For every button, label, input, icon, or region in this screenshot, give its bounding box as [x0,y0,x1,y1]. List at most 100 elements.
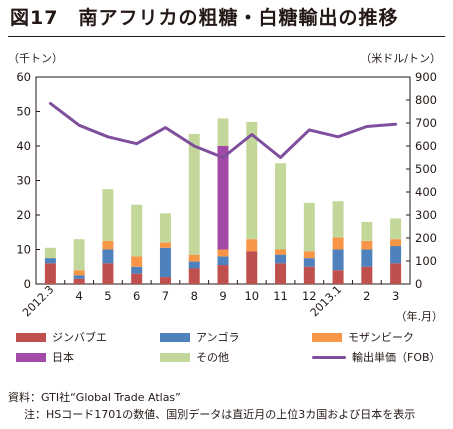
bar-segment [188,254,200,262]
x-axis-tick-label: 7 [162,289,169,303]
left-axis-tick-label: 20 [16,208,31,222]
chart-title: 図17 南アフリカの粗糖・白糖輸出の推移 [10,7,399,29]
bar-segment [246,239,258,252]
source-text: 資料：GTI社“Global Trade Atlas” [8,391,181,404]
bar-segment [217,146,229,250]
bar-segment [73,275,85,279]
right-axis-tick-label: 0 [415,277,422,291]
x-axis-tick-label: 3 [392,289,399,303]
bar-segment [332,270,344,284]
bar-segment [275,254,287,264]
legend-color-swatch [312,332,342,342]
legend-label: ジンバブエ [52,331,107,344]
legend-label: 日本 [52,351,74,364]
left-axis-tick-label: 30 [16,174,31,188]
bar-segment [102,263,114,284]
bar-segment [361,249,373,267]
bar-segment [159,213,171,243]
bar-segment [217,118,229,146]
right-axis-unit: （米ドル/トン） [360,52,441,65]
bar-segment [131,256,143,267]
legend-color-swatch [16,332,46,342]
bar-segment [303,266,315,284]
bar-segment [390,263,402,284]
bar-segment [188,133,200,255]
left-axis-tick-label: 10 [16,243,31,257]
right-axis-tick-label: 300 [415,208,437,222]
right-axis-tick-label: 400 [415,185,437,199]
right-axis-tick-label: 200 [415,231,437,245]
bar-segment [390,218,402,240]
x-axis-label: （年.月） [396,309,444,323]
x-axis-tick-label: 4 [75,289,82,303]
bar-segment [131,266,143,274]
bar-segment [73,239,85,271]
legend-item: 日本 [16,348,74,366]
bar-segment [159,247,171,278]
right-axis-tick-label: 900 [415,70,437,84]
bar-segment [102,189,114,241]
note-text: 注：HSコード1701の数値、国別データは直近月の上位3カ国および日本を表示 [24,408,416,421]
bar-segment [159,242,171,248]
legend-label: アンゴラ [196,331,240,344]
legend-label: 輸出単価（FOB） [352,351,441,364]
left-axis-tick-label: 60 [16,70,31,84]
bar-segment [246,251,258,284]
x-axis-tick-label: 11 [273,289,288,303]
bar-segment [361,266,373,284]
bar-segment [246,121,258,240]
title-underline [8,36,445,37]
x-axis-tick-label: 6 [133,289,140,303]
bar-segment [332,237,344,250]
right-axis-tick-label: 800 [415,93,437,107]
left-axis-tick-label: 40 [16,139,31,153]
bar-segment [188,261,200,269]
chart-plot: 0102030405060010020030040050060070080090… [16,70,444,323]
x-axis-tick-label: 12 [302,289,317,303]
bar-segment [217,249,229,257]
bar-segment [361,221,373,241]
legend-item: モザンビーク [312,328,414,346]
x-axis-tick-label: 2 [363,289,370,303]
legend-color-swatch [16,352,46,362]
legend-item: 輸出単価（FOB） [312,348,441,366]
legend-line-swatch [312,355,346,359]
x-axis-tick-label: 10 [244,289,259,303]
x-axis-tick-label: 5 [104,289,111,303]
bar-segment [44,258,56,264]
right-axis-tick-label: 600 [415,139,437,153]
right-axis-tick-label: 100 [415,254,437,268]
left-axis-tick-label: 0 [24,277,31,291]
bar-segment [361,240,373,250]
bar-segment [303,258,315,267]
bar-segment [332,249,344,271]
chart-legend: ジンバブエ アンゴラ モザンビーク日本 その他 輸出単価（FOB） [16,328,446,388]
legend-color-swatch [160,332,190,342]
bar-segment [303,202,315,252]
legend-item: ジンバブエ [16,328,107,346]
bar-segment [303,251,315,259]
legend-item: その他 [160,348,229,366]
bar-segment [102,240,114,250]
legend-item: アンゴラ [160,328,240,346]
bar-segment [73,278,85,284]
bar-segment [275,163,287,250]
bar-segment [131,204,143,257]
right-axis-tick-label: 700 [415,116,437,130]
bar-segment [159,277,171,284]
bar-segment [102,249,114,264]
bar-segment [275,263,287,284]
legend-color-swatch [160,352,190,362]
bar-segment [44,247,56,259]
bar-segment [131,273,143,284]
left-axis-unit: （千トン） [8,52,63,65]
right-axis-tick-label: 500 [415,162,437,176]
bar-segment [390,239,402,247]
bar-segment [73,270,85,276]
bar-segment [275,249,287,255]
legend-label: モザンビーク [348,331,414,344]
bar-segment [217,256,229,266]
legend-label: その他 [196,351,229,364]
bar-segment [390,246,402,264]
bar-segment [332,201,344,238]
